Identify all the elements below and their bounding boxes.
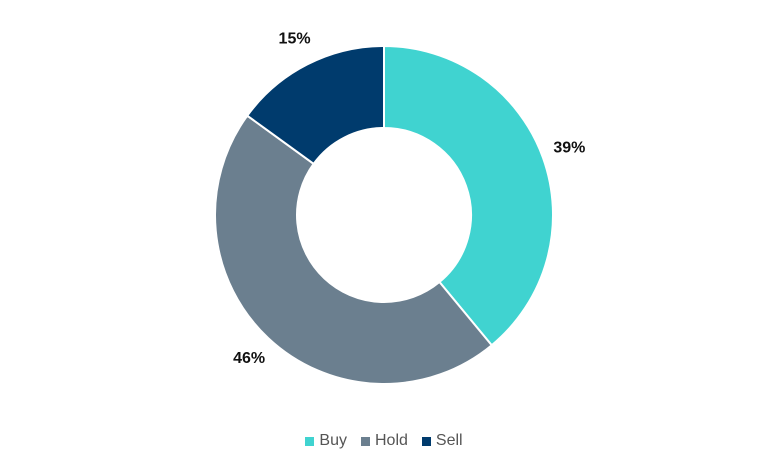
slice — [245, 44, 385, 166]
legend-swatch — [305, 436, 315, 446]
slice — [383, 44, 555, 347]
value-label: 46% — [233, 350, 265, 367]
legend-item: Sell — [421, 432, 463, 450]
legend: Buy Hold Sell — [0, 432, 768, 450]
legend-label: Sell — [435, 432, 463, 449]
legend-label: Hold — [374, 432, 408, 449]
value-label: 15% — [279, 31, 311, 48]
legend-swatch — [360, 436, 370, 446]
legend-swatch — [421, 436, 431, 446]
legend-item: Hold — [360, 432, 408, 450]
slice — [213, 114, 494, 386]
legend-item: Buy — [305, 432, 347, 450]
value-label: 39% — [553, 139, 585, 156]
legend-label: Buy — [319, 432, 347, 449]
